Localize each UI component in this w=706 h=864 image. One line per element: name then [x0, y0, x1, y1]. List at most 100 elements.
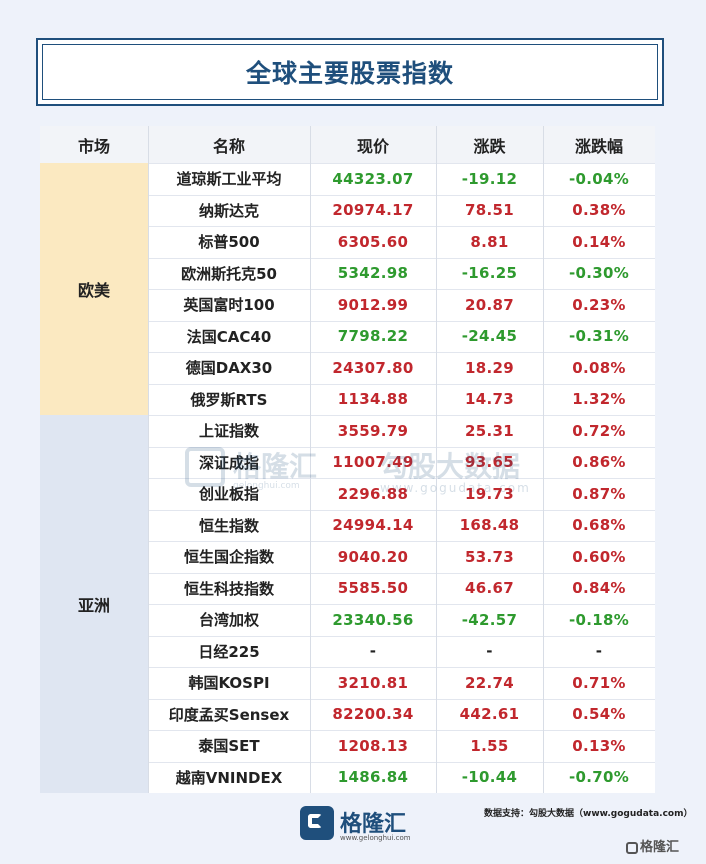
- row-divider: [148, 226, 655, 227]
- change-value: 14.73: [465, 390, 514, 409]
- index-name: 恒生指数: [198, 516, 259, 535]
- change-pct-value: 0.72%: [572, 421, 626, 440]
- table-row: 法国CAC40 7798.22 -24.45 -0.31%: [40, 321, 655, 353]
- table-row: 创业板指 2296.88 19.73 0.87%: [40, 478, 655, 510]
- price-value: 5342.98: [337, 264, 409, 283]
- price-value: 24307.80: [332, 358, 414, 377]
- index-name: 韩国KOSPI: [188, 674, 270, 693]
- row-divider: [148, 604, 655, 605]
- row-divider: [148, 509, 655, 511]
- price-value: 6305.60: [337, 232, 409, 251]
- table-row: 英国富时100 9012.99 20.87 0.23%: [40, 289, 655, 321]
- footer-logo-text: 格隆汇: [340, 812, 407, 837]
- table-row: 韩国KOSPI 3210.81 22.74 0.71%: [40, 667, 655, 699]
- index-name: 创业板指: [198, 485, 259, 504]
- change-value: 46.67: [465, 579, 514, 598]
- index-name: 标普500: [198, 233, 260, 252]
- change-pct-value: -0.31%: [568, 327, 630, 346]
- index-name: 深证成指: [198, 453, 259, 472]
- change-pct-value: 0.86%: [572, 453, 626, 472]
- table-row: 纳斯达克 20974.17 78.51 0.38%: [40, 195, 655, 227]
- row-divider: [148, 289, 655, 290]
- change-pct-value: 0.54%: [572, 705, 626, 724]
- table-row: 恒生指数 24994.14 168.48 0.68%: [40, 510, 655, 542]
- change-value: 18.29: [465, 358, 514, 377]
- price-value: 9012.99: [337, 295, 409, 314]
- table-row: 道琼斯工业平均 44323.07 -19.12 -0.04%: [40, 163, 655, 195]
- change-pct-value: 0.60%: [572, 547, 626, 566]
- price-value: 7798.22: [337, 327, 409, 346]
- row-divider: [148, 541, 655, 542]
- table-row: 俄罗斯RTS 1134.88 14.73 1.32%: [40, 384, 655, 416]
- row-divider: [148, 730, 655, 731]
- change-pct-value: 1.32%: [572, 390, 626, 409]
- price-value: 1486.84: [337, 768, 409, 787]
- change-value: -16.25: [461, 264, 518, 283]
- index-name: 日经225: [198, 642, 260, 661]
- corner-logo-icon: [626, 841, 638, 854]
- table-row: 深证成指 11007.49 93.65 0.86%: [40, 447, 655, 479]
- change-pct-value: -: [595, 642, 603, 661]
- change-pct-value: 0.71%: [572, 673, 626, 692]
- table-header-row: [40, 126, 655, 163]
- change-pct-value: 0.13%: [572, 736, 626, 755]
- change-pct-value: 0.87%: [572, 484, 626, 503]
- change-value: 93.65: [465, 453, 514, 472]
- index-name: 印度孟买Sensex: [168, 705, 290, 724]
- corner-watermark: 格隆汇: [626, 836, 679, 855]
- index-name: 德国DAX30: [185, 359, 273, 378]
- table-row: 欧洲斯托克50 5342.98 -16.25 -0.30%: [40, 258, 655, 290]
- index-name: 上证指数: [198, 422, 259, 441]
- page-title: 全球主要股票指数: [245, 59, 454, 88]
- price-value: 82200.34: [332, 705, 414, 724]
- index-name: 纳斯达克: [198, 201, 259, 220]
- region-cell: 亚洲: [40, 415, 148, 793]
- index-name: 俄罗斯RTS: [190, 390, 268, 409]
- column-header: 涨跌幅: [574, 136, 623, 156]
- price-value: -: [369, 642, 377, 661]
- table-row: 越南VNINDEX 1486.84 -10.44 -0.70%: [40, 762, 655, 794]
- region-cell: 欧美: [40, 163, 148, 415]
- table-row: 印度孟买Sensex 82200.34 442.61 0.54%: [40, 699, 655, 731]
- change-value: 25.31: [465, 421, 514, 440]
- row-divider: [148, 635, 655, 637]
- row-divider: [148, 163, 655, 164]
- change-value: -24.45: [461, 327, 518, 346]
- change-pct-value: -0.30%: [568, 264, 630, 283]
- price-value: 3559.79: [337, 421, 409, 440]
- footer-logo: 格隆汇 www.gelonghui.com: [300, 806, 420, 846]
- change-value: 78.51: [465, 201, 514, 220]
- change-value: 8.81: [470, 232, 509, 251]
- index-name: 英国富时100: [183, 296, 275, 315]
- index-name: 恒生国企指数: [183, 548, 274, 567]
- change-value: -: [486, 642, 493, 661]
- price-value: 44323.07: [332, 169, 414, 188]
- row-divider: [148, 352, 655, 353]
- row-divider: [148, 320, 655, 322]
- index-name: 欧洲斯托克50: [181, 264, 277, 283]
- change-value: 22.74: [465, 673, 514, 692]
- change-pct-value: 0.08%: [572, 358, 626, 377]
- row-divider: [148, 698, 655, 700]
- column-divider: [436, 126, 437, 793]
- row-divider: [148, 194, 655, 196]
- table-row: 台湾加权 23340.56 -42.57 -0.18%: [40, 604, 655, 636]
- index-name: 恒生科技指数: [183, 579, 274, 598]
- price-value: 23340.56: [332, 610, 414, 629]
- price-value: 2296.88: [337, 484, 409, 503]
- change-value: -10.44: [461, 768, 518, 787]
- data-source-note: 数据支持：勾股大数据（www.gogudata.com）: [484, 809, 693, 819]
- column-divider: [543, 126, 544, 793]
- row-divider: [148, 761, 655, 763]
- table-row: 恒生国企指数 9040.20 53.73 0.60%: [40, 541, 655, 573]
- price-value: 1134.88: [337, 390, 409, 409]
- row-divider: [148, 478, 655, 479]
- table-row: 恒生科技指数 5585.50 46.67 0.84%: [40, 573, 655, 605]
- change-pct-value: 0.38%: [572, 201, 626, 220]
- index-name: 道琼斯工业平均: [176, 170, 282, 189]
- change-pct-value: 0.14%: [572, 232, 626, 251]
- price-value: 9040.20: [337, 547, 409, 566]
- index-table: 市场 名称 现价 涨跌 涨跌幅 欧美 亚洲 道琼斯工业平均 44323.07 -19.12 -0.0…: [40, 126, 655, 793]
- change-pct-value: 0.68%: [572, 516, 626, 535]
- column-divider: [148, 126, 149, 793]
